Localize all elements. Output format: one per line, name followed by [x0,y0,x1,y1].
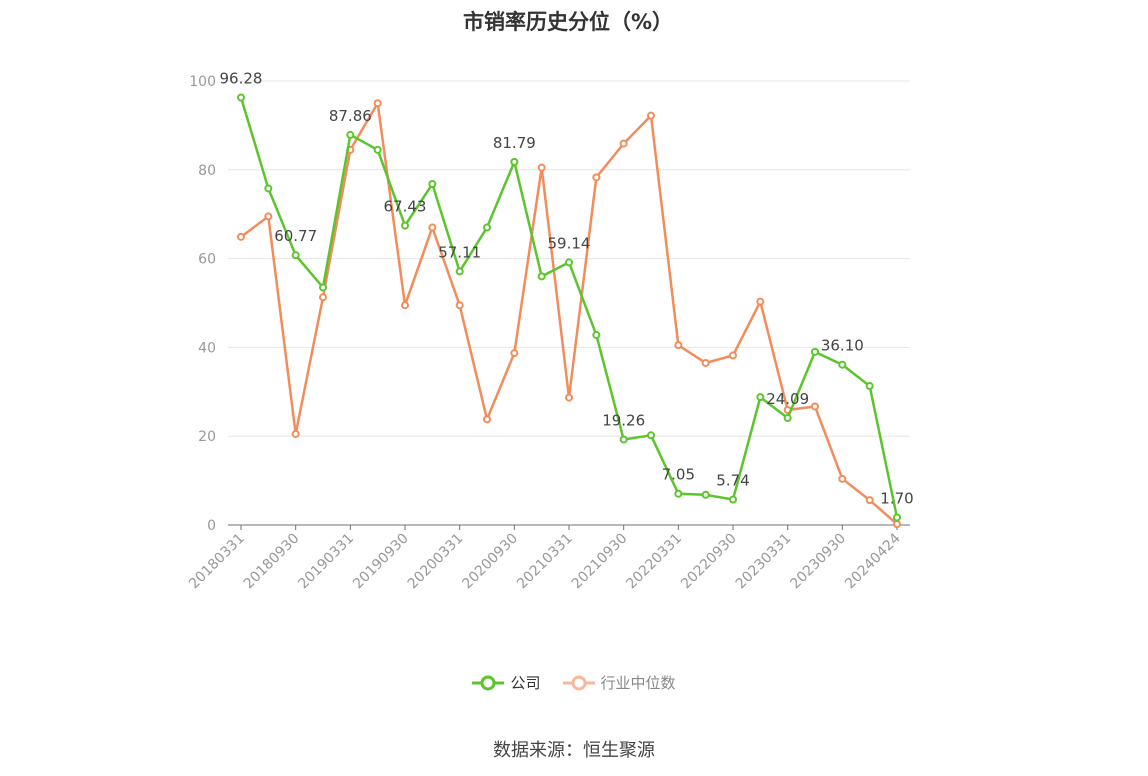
legend: 公司 行业中位数 [0,672,1148,693]
data-point-industry [592,173,601,182]
data-point-industry [838,474,847,483]
x-tick-label: 20230930 [787,531,849,593]
data-point-industry [483,415,491,424]
series-line-industry [240,101,898,526]
data-label: 24.09 [766,390,809,408]
data-point-industry [373,99,382,108]
data-point-company [373,145,382,154]
data-point-company [674,489,683,498]
data-point-industry [264,212,273,221]
data-point-company [264,184,273,193]
data-label: 60.77 [274,227,317,245]
data-point-industry [811,402,819,411]
y-tick-label: 20 [198,429,216,445]
axes: 0 20 40 60 80 100 2018033120180930201903312019… [186,74,910,592]
data-point-company [701,490,710,499]
legend-industry-icon [562,675,595,690]
data-point-company [455,267,464,276]
data-point-company [565,258,573,267]
x-tick-label: 20180331 [186,531,248,593]
data-point-company [838,360,847,369]
data-point-industry [401,301,409,310]
y-tick-label: 60 [198,252,216,268]
x-tick-label: 20210930 [569,531,631,593]
x-tick-label: 20240424 [842,530,904,592]
data-point-industry [756,297,765,306]
legend-item-company[interactable]: 公司 [472,672,541,693]
chart-title: 市销率历史分位（%） [462,10,674,34]
data-point-company [729,495,737,504]
data-point-industry [674,341,683,350]
data-source: 数据来源：恒生聚源 [493,740,655,761]
data-label: 67.43 [384,198,427,216]
x-tick-label: 20200331 [405,531,467,593]
data-point-industry [701,358,710,367]
data-point-industry [865,496,874,505]
legend-company-icon [472,675,505,690]
data-point-industry [237,232,245,241]
series [237,93,901,529]
data-point-company [756,393,765,402]
data-point-company [783,414,792,423]
data-point-company [237,93,245,102]
x-tick-label: 20230331 [733,531,795,593]
data-point-company [510,157,519,166]
data-point-industry [565,393,573,402]
data-label: 36.10 [821,337,864,355]
data-point-company [319,283,327,292]
legend-label-company: 公司 [510,674,541,692]
data-point-industry [729,351,737,360]
legend-item-industry[interactable]: 行业中位数 [562,672,676,693]
data-point-industry [510,349,519,358]
data-label: 59.14 [548,234,591,252]
legend-label-industry: 行业中位数 [600,674,676,692]
data-point-industry [291,429,300,438]
x-tick-label: 20220930 [678,531,740,593]
data-label: 57.11 [438,243,481,261]
data-point-industry [893,520,901,529]
data-point-company [619,435,628,444]
data-point-company [865,382,874,391]
data-label: 7.05 [662,466,695,484]
data-label: 96.28 [220,70,263,88]
data-label: 1.70 [880,489,913,507]
data-point-company [346,130,355,139]
data-point-industry [537,163,546,172]
data-label: 5.74 [716,472,749,490]
data-label: 19.26 [602,411,645,429]
data-point-company [893,513,901,522]
data-point-industry [647,111,655,120]
data-point-company [537,272,546,281]
data-point-company [483,223,491,232]
data-point-industry [319,293,327,302]
y-tick-label: 0 [207,518,216,534]
data-point-industry [428,223,437,232]
data-labels: 96.28 60.77 87.86 67.43 57.11 81.79 59.14 19.26… [220,70,914,508]
line-chart: 0 20 40 60 80 100 2018033120180930201903312019… [186,70,914,593]
y-tick-label: 100 [189,74,216,90]
data-point-company [647,431,655,440]
data-label: 81.79 [493,134,536,152]
x-tick-label: 20210331 [514,531,576,593]
data-point-industry [455,301,464,310]
x-tick-label: 20180930 [241,531,303,593]
data-point-company [428,180,437,189]
data-point-company [811,347,819,356]
data-point-company [401,221,409,230]
data-point-company [592,330,601,339]
x-tick-label: 20200930 [459,531,521,593]
series-line-company [239,97,899,518]
y-tick-label: 80 [198,163,216,179]
x-tick-label: 20220331 [623,531,685,593]
data-point-industry [619,139,628,148]
x-tick-label: 20190930 [350,531,412,593]
x-tick-label: 20190331 [295,531,357,593]
data-label: 87.86 [329,107,372,125]
y-tick-label: 40 [198,340,216,356]
data-point-company [291,251,300,260]
